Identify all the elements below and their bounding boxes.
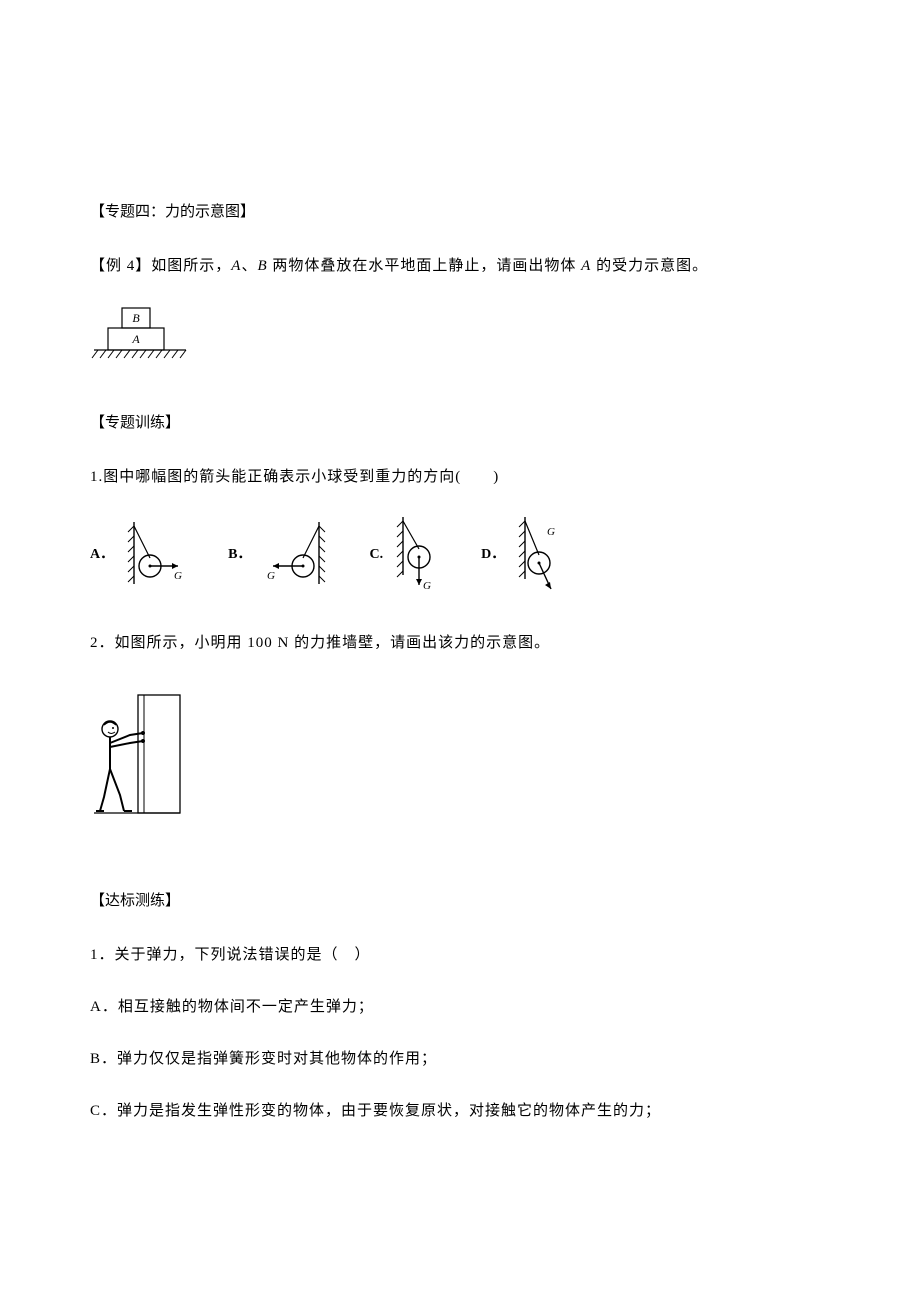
svg-text:G: G <box>547 526 555 538</box>
option-b-diagram: G <box>257 516 333 596</box>
option-c: C. G <box>369 513 445 599</box>
test-q1: 1．关于弹力，下列说法错误的是（ ） <box>90 943 830 967</box>
options-row: A． G B． <box>90 513 830 599</box>
question-1: 1.图中哪幅图的箭头能正确表示小球受到重力的方向( ) <box>90 465 830 489</box>
svg-text:G: G <box>267 570 275 582</box>
ex4-prefix: 【例 4】如图所示， <box>90 258 231 274</box>
option-d-diagram: G <box>511 513 571 599</box>
ex4-suffix: 的受力示意图。 <box>591 258 708 274</box>
ex4-var-b: B <box>257 258 267 274</box>
block-a-label: A <box>131 332 140 346</box>
block-b-label: B <box>132 311 140 325</box>
ex4-mid: 两物体叠放在水平地面上静止，请画出物体 <box>268 258 582 274</box>
option-b-label: B． <box>228 544 251 566</box>
training-title: 【专题训练】 <box>90 411 830 435</box>
ex4-sep: 、 <box>241 258 257 274</box>
example4-text: 【例 4】如图所示，A、B 两物体叠放在水平地面上静止，请画出物体 A 的受力示… <box>90 254 830 278</box>
stacked-blocks-diagram: B A <box>90 302 190 381</box>
test-q1-a: A．相互接触的物体间不一定产生弹力； <box>90 995 830 1019</box>
option-d-label: D． <box>481 544 505 566</box>
option-c-diagram: G <box>389 513 445 599</box>
test-q1-b: B．弹力仅仅是指弹簧形变时对其他物体的作用； <box>90 1047 830 1071</box>
option-b: B． G <box>228 516 333 596</box>
ex4-var-a2: A <box>581 258 591 274</box>
option-a: A． G <box>90 516 192 596</box>
option-d: D． G <box>481 513 571 599</box>
test-questions: 1．关于弹力，下列说法错误的是（ ） A．相互接触的物体间不一定产生弹力； B．… <box>90 943 830 1123</box>
svg-text:G: G <box>423 580 431 592</box>
option-c-label: C. <box>369 544 383 566</box>
option-a-label: A． <box>90 544 114 566</box>
test-title: 【达标测练】 <box>90 889 830 913</box>
option-a-diagram: G <box>120 516 192 596</box>
svg-text:G: G <box>174 570 182 582</box>
test-q1-c: C．弹力是指发生弹性形变的物体，由于要恢复原状，对接触它的物体产生的力； <box>90 1099 830 1123</box>
question-2: 2．如图所示，小明用 100 N 的力推墙壁，请画出该力的示意图。 <box>90 631 830 655</box>
topic4-title: 【专题四：力的示意图】 <box>90 200 830 224</box>
ex4-var-a: A <box>231 258 241 274</box>
push-wall-diagram <box>90 691 190 830</box>
